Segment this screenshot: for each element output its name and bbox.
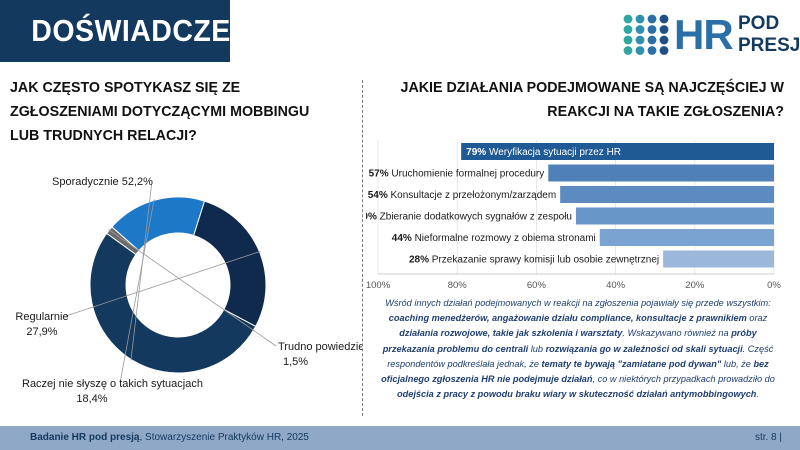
logo-dot [659,14,669,24]
summary-emphasis: rozwiązania go w zależności od skali syt… [545,343,743,354]
donut-label: Regularnie [15,311,68,323]
donut-label: Raczej nie słyszę o takich sytuacjach [22,378,203,390]
logo-dot [635,46,645,55]
bar [576,207,774,225]
donut-leader-line [130,180,153,361]
logo-dot [659,46,669,55]
summary-emphasis: coaching menedżerów, angażowanie działu … [388,313,747,324]
bar-label: 28% Przekazanie sprawy komisji lub osobi… [409,255,659,266]
bar-value-label: 54% [368,190,388,201]
donut-slice [89,232,257,374]
bar-value-label: 57% [369,169,389,180]
donut-leader-line [65,250,261,317]
x-tick-label: 0% [767,280,781,291]
bar-category-label: Nieformalne rozmowy z obiema stronami [412,233,596,244]
logo-dot [623,25,633,34]
footer-bar: Badanie HR pod presją, Stowarzyszenie Pr… [0,426,800,450]
bar [560,186,774,203]
donut-label: Sporadycznie 52,2% [52,176,153,188]
donut-label: Trudno powiedzieć [278,341,362,353]
logo-dot [635,35,645,45]
summary-emphasis: tematy te bywają "zamiatane pod dywan" [541,358,722,369]
logo-dot [659,35,669,45]
logo-dot [635,14,645,24]
footer-source: Badanie HR pod presją, Stowarzyszenie Pr… [30,426,309,450]
bar-chart: 79% Weryfikacja sytuacji przez HR 57% Uru… [366,140,781,291]
logo-dot [647,25,657,34]
bar-category-label: Weryfikacja sytuacji przez HR [486,147,621,158]
bar-value-label: 79% [466,147,486,158]
page-title: DOŚWIADCZENIA [0,0,281,62]
logo-presja-text: PRESJĄ [738,35,800,56]
bar-category-label: Zbieranie dodatkowych sygnałów z zespołu [377,212,572,223]
summary-text: Wśród innych działań podejmowanych w rea… [385,298,771,308]
bar [599,229,774,246]
summary-text: , co w niektórych przypadkach prowadziło… [592,374,775,385]
summary-text: lub, że [721,358,754,369]
summary-text: oraz [746,313,768,324]
logo-dot [659,25,669,34]
donut-label: 18,4% [76,393,107,405]
summary-text: . Wskazywano również na [622,328,732,339]
logo-pod-text: POD [738,13,780,34]
bar-category-label: Konsultacje z przełożonym/zarządem [388,190,556,201]
bar-label: 54% Konsultacje z przełożonym/zarządem [368,190,556,201]
donut-slice [193,200,267,327]
bar-value-label: 50% [366,212,377,223]
bar-label: 50% Zbieranie dodatkowych sygnałów z zes… [366,212,572,223]
footer-source-rest: , Stowarzyszenie Praktyków HR, 2025 [139,432,309,443]
bar [548,164,774,182]
left-question: JAK CZĘSTO SPOTYKASZ SIĘ ZE ZGŁOSZENIAMI… [10,79,310,144]
donut-leader-line [119,199,155,384]
page-number: str. 8 | [754,432,782,443]
x-tick-label: 40% [606,280,626,291]
bar-label: 44% Nieformalne rozmowy z obiema stronam… [392,233,596,244]
summary-text: lub [528,343,546,354]
donut-label: 27,9% [26,326,57,338]
summary-emphasis: działania rozwojowe, takie jak szkolenia… [399,328,623,339]
summary-text: . [756,389,759,400]
x-tick-label: 20% [685,280,705,291]
bar-category-label: Przekazanie sprawy komisji lub osobie ze… [429,255,659,266]
summary-emphasis: bez oficjalnego zgłoszenia HR nie podejm… [381,358,769,385]
bar-label: 79% Weryfikacja sytuacji przez HR [466,147,621,158]
donut-chart: Sporadycznie 52,2% Trudno powiedzieć 1,5% R… [15,176,362,405]
hr-pod-presja-logo: HR POD PRESJĄ [622,11,800,58]
logo-dot [647,14,657,24]
bar-value-label: 28% [409,255,429,266]
logo-dot [647,46,657,55]
footer-source-bold: Badanie HR pod presją [30,432,140,443]
summary-emphasis: próby przekazania problemu do centrali [382,328,757,354]
bar-value-label: 44% [392,233,412,244]
logo-dot [623,46,633,55]
bar [663,250,774,268]
section-divider [362,80,363,416]
logo-dot [623,35,633,45]
summary-paragraph: Wśród innych działań podejmowanych w rea… [372,296,784,402]
logo-dot [635,25,645,34]
logo-dots-icon [623,14,669,55]
x-tick-label: 60% [527,280,547,291]
summary-text: . Część respondentów podkreślała jednak,… [387,343,774,369]
donut-leader-line [108,229,277,347]
summary-emphasis: odejścia z pracy z powodu braku wiary w … [397,389,757,400]
logo-hr-text: HR [674,11,734,58]
donut-label: 1,5% [283,356,308,368]
x-tick-label: 80% [448,280,468,291]
bar [461,143,774,160]
bar-category-label: Uruchomienie formalnej procedury [389,169,545,180]
logo-dot [623,14,633,24]
bar-label: 57% Uruchomienie formalnej procedury [369,169,545,180]
logo-dot [647,35,657,45]
right-question: JAKIE DZIAŁANIA PODEJMOWANE SĄ NAJCZĘŚCI… [400,79,784,120]
x-tick-label: 100% [366,280,391,291]
